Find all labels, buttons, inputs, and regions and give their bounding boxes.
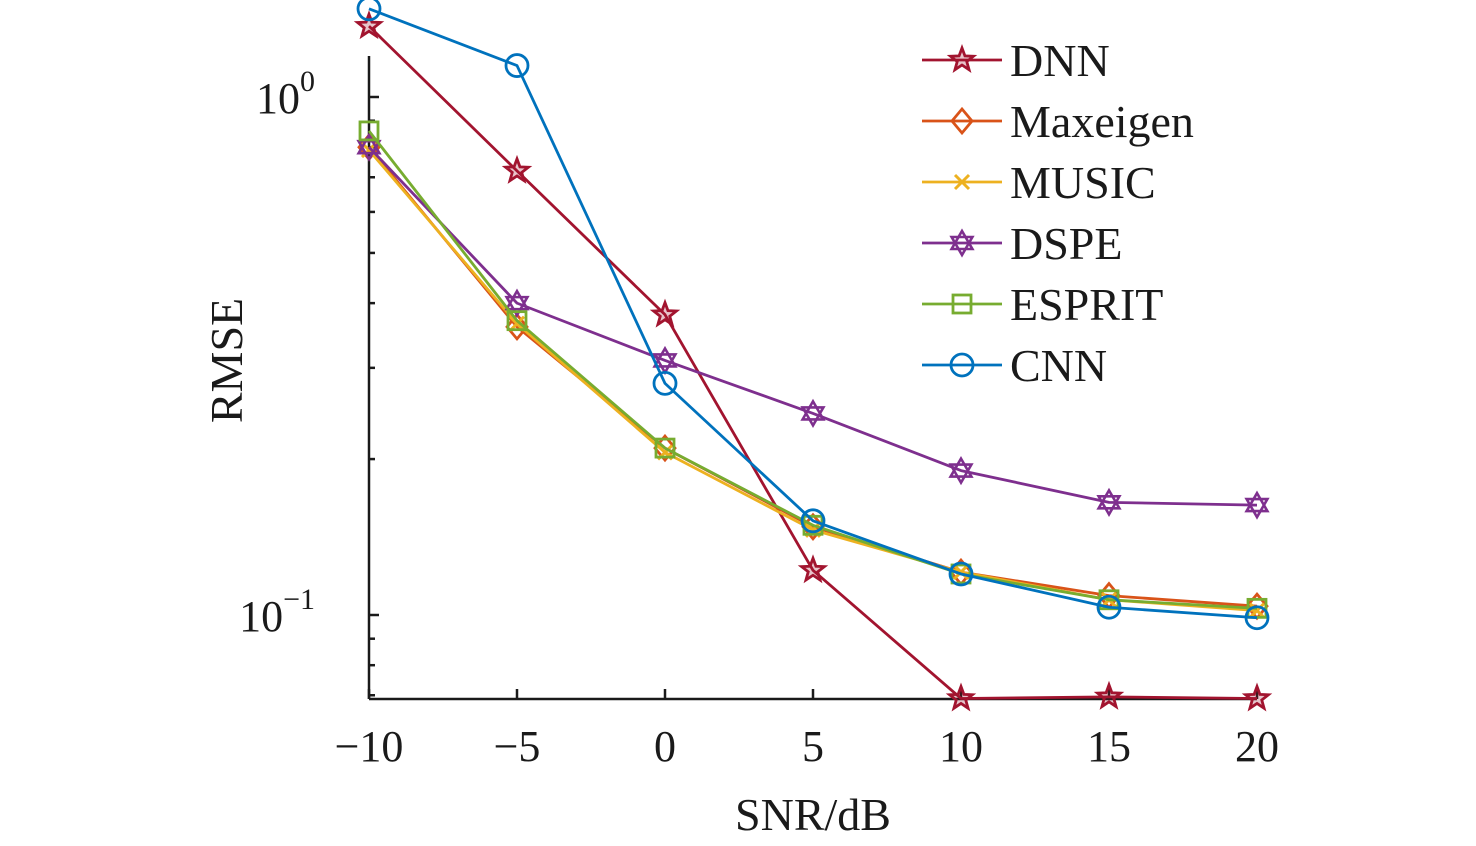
legend-label: DSPE: [1010, 218, 1122, 269]
legend-item: DNN: [922, 35, 1110, 86]
data-point-marker: [952, 564, 970, 581]
series-esprit: [358, 120, 1268, 619]
legend-marker: [950, 106, 974, 136]
data-point-marker: [652, 345, 678, 376]
legend-label: DNN: [1010, 35, 1110, 86]
data-point-marker: [1248, 602, 1266, 619]
x-tick-label: 15: [1087, 722, 1131, 771]
y-tick-exponent: 0: [300, 65, 315, 98]
series-dspe: [356, 132, 1270, 520]
legend-marker: [951, 293, 973, 315]
legend: DNN Maxeigen MUSIC DSPE ESPRIT CNN: [922, 35, 1194, 391]
series-line: [368, 25, 1258, 700]
series-layer: [353, 0, 1273, 712]
data-point-marker: [504, 53, 530, 78]
series-line: [368, 7, 1258, 620]
data-point-marker: [501, 154, 533, 184]
series-line: [367, 130, 1258, 610]
series-line: [367, 149, 1258, 612]
legend-label: ESPRIT: [1010, 279, 1163, 330]
y-tick-exponent: −1: [283, 583, 315, 616]
x-tick-label: 20: [1235, 722, 1279, 771]
legend-item: ESPRIT: [922, 279, 1163, 330]
legend-item: DSPE: [922, 218, 1122, 269]
x-tick-label: 10: [939, 722, 983, 771]
data-point-marker: [505, 312, 529, 342]
data-point-marker: [948, 456, 974, 486]
legend-item: Maxeigen: [922, 96, 1194, 147]
x-axis-title: SNR/dB: [735, 789, 891, 840]
data-point-marker: [652, 370, 678, 396]
series-line: [367, 146, 1258, 507]
data-point-marker: [1096, 594, 1122, 620]
series-music: [360, 141, 1266, 619]
data-point-marker: [356, 0, 382, 22]
x-tick-label: −5: [494, 722, 541, 771]
data-point-marker: [800, 508, 826, 534]
legend-label: CNN: [1010, 340, 1107, 391]
data-point-marker: [945, 682, 977, 712]
series-cnn: [356, 0, 1270, 631]
data-point-marker: [1096, 487, 1122, 517]
x-tick-label: 0: [654, 722, 676, 771]
x-tick-label: −10: [335, 722, 404, 771]
legend-label: Maxeigen: [1010, 96, 1194, 147]
y-tick-label: 10−1: [239, 583, 315, 641]
data-point-marker: [353, 10, 385, 40]
x-ticks: −10 −5 0 5 10 15 20: [335, 689, 1279, 771]
legend-marker: [953, 173, 971, 191]
x-tick-label: 5: [802, 722, 824, 771]
data-point-marker: [1241, 682, 1273, 712]
data-point-marker: [1244, 490, 1270, 520]
series-dnn: [353, 10, 1273, 712]
axes: [367, 55, 1257, 701]
data-point-marker: [797, 554, 829, 584]
data-point-marker: [358, 120, 380, 142]
legend-item: MUSIC: [922, 157, 1156, 208]
legend-marker: [946, 43, 978, 73]
data-point-marker: [1093, 680, 1125, 710]
legend-label: MUSIC: [1010, 157, 1156, 208]
data-point-marker: [649, 298, 681, 328]
legend-marker: [949, 352, 975, 378]
data-point-marker: [948, 561, 974, 587]
data-point-marker: [506, 310, 528, 332]
data-point-marker: [950, 563, 972, 585]
legend-marker: [949, 228, 975, 258]
data-point-marker: [504, 288, 530, 318]
data-point-marker: [654, 437, 676, 459]
data-point-marker: [800, 398, 826, 429]
legend-item: CNN: [922, 340, 1107, 391]
y-tick-base: 10: [256, 74, 300, 123]
y-tick-label: 100: [256, 65, 315, 123]
y-axis-title: RMSE: [201, 298, 252, 423]
y-tick-base: 10: [239, 592, 283, 641]
data-point-marker: [1244, 605, 1270, 631]
